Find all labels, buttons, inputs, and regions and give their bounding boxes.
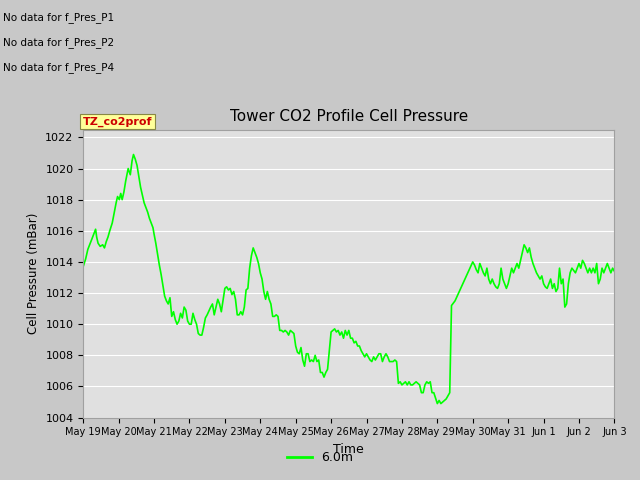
Text: TZ_co2prof: TZ_co2prof [83,117,153,127]
Y-axis label: Cell Pressure (mBar): Cell Pressure (mBar) [27,213,40,334]
Text: No data for f_Pres_P1: No data for f_Pres_P1 [3,12,115,23]
Title: Tower CO2 Profile Cell Pressure: Tower CO2 Profile Cell Pressure [230,109,468,124]
X-axis label: Time: Time [333,443,364,456]
Text: No data for f_Pres_P4: No data for f_Pres_P4 [3,62,115,73]
Legend: 6.0m: 6.0m [282,446,358,469]
Text: No data for f_Pres_P2: No data for f_Pres_P2 [3,37,115,48]
